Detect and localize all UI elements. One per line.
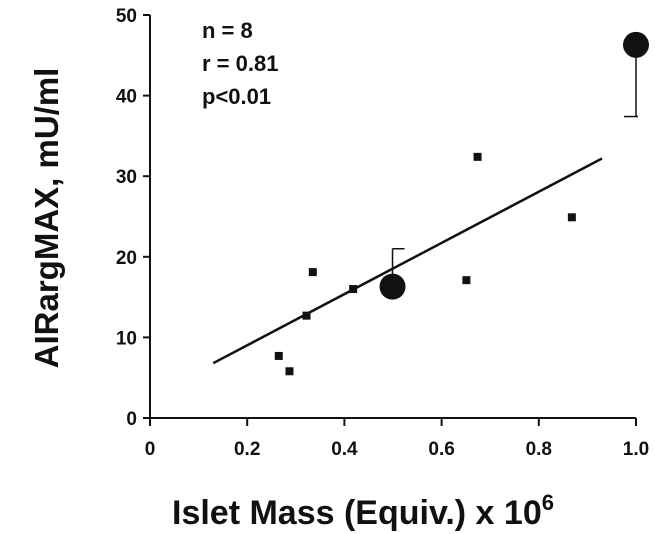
- x-tick-label-0.6: 0.6: [428, 439, 454, 460]
- square-point-0: [274, 351, 283, 360]
- x-axis-label-text: Islet Mass (Equiv.) x 10: [172, 494, 542, 532]
- square-point-7: [567, 213, 576, 222]
- circle-point-0: [379, 273, 406, 300]
- x-tick-label-0.4: 0.4: [331, 439, 358, 460]
- annotation-r: r = 0.81: [202, 51, 278, 76]
- y-tick-label-40: 40: [116, 87, 137, 108]
- x-tick-label-1.0: 1.0: [623, 439, 649, 460]
- y-tick-label-10: 10: [116, 328, 137, 349]
- y-tick-label-30: 30: [116, 167, 137, 188]
- x-axis-label-superscript: 6: [542, 490, 554, 515]
- y-tick-label-20: 20: [116, 248, 137, 269]
- square-point-6: [473, 152, 482, 161]
- regression-line: [212, 157, 603, 365]
- square-point-1: [285, 367, 294, 376]
- x-axis-label: Islet Mass (Equiv.) x 106: [172, 490, 554, 532]
- square-point-5: [462, 276, 471, 285]
- y-tick-label-50: 50: [116, 6, 137, 27]
- axes: [143, 14, 637, 426]
- data-marks: [212, 31, 649, 376]
- square-point-4: [349, 285, 358, 294]
- y-axis-label: AIRargMAX, mU/ml: [28, 68, 65, 369]
- x-tick-label-0.8: 0.8: [526, 439, 552, 460]
- square-point-2: [302, 311, 311, 320]
- y-tick-label-0: 0: [126, 409, 137, 430]
- x-tick-label-0: 0: [145, 439, 156, 460]
- annotation-p: p<0.01: [202, 84, 271, 109]
- square-point-3: [308, 268, 317, 277]
- circle-point-1: [623, 31, 649, 58]
- x-tick-label-0.2: 0.2: [234, 439, 260, 460]
- tick-labels: 0 10 20 30 40 50 0 0.2 0.4 0.6 0.8 1.0: [116, 6, 649, 460]
- annotation-n: n = 8: [202, 18, 253, 43]
